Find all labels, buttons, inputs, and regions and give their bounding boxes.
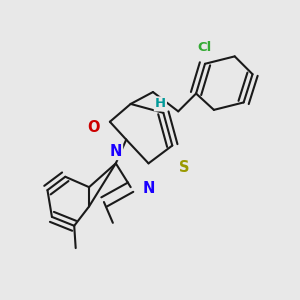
Text: Cl: Cl [198, 41, 212, 54]
Text: O: O [87, 120, 100, 135]
Text: N: N [142, 181, 155, 196]
Text: S: S [179, 160, 189, 175]
Text: H: H [155, 98, 166, 110]
Text: N: N [110, 144, 122, 159]
